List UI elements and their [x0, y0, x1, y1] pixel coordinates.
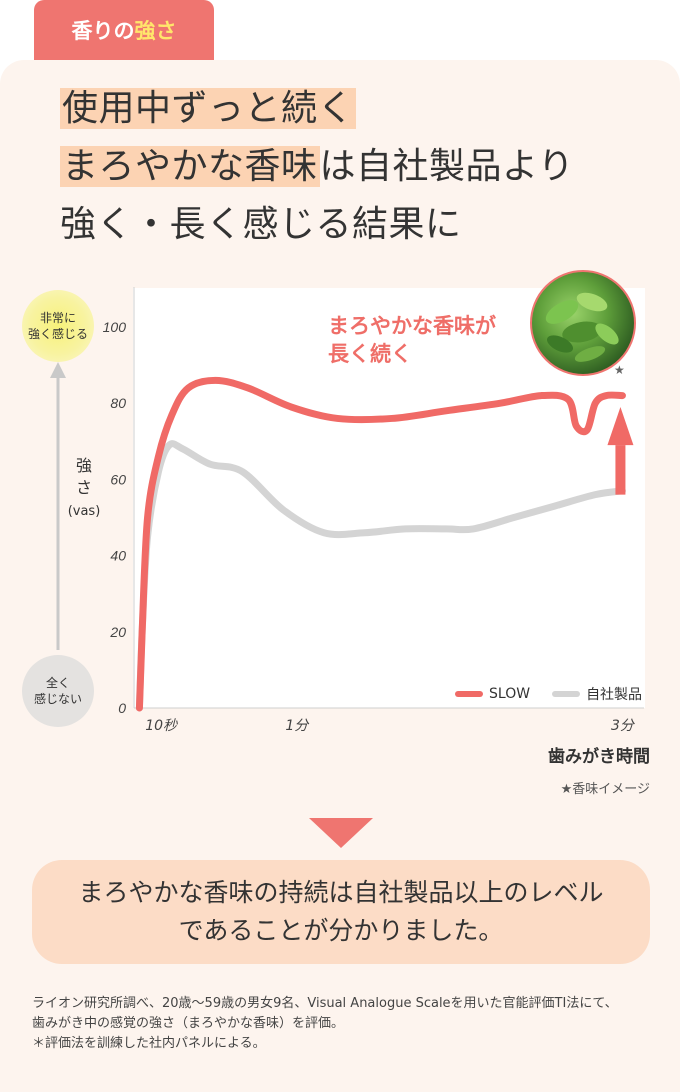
x-tick-label: 3分: [611, 718, 636, 734]
series-line-slow: [135, 376, 626, 712]
y-tick-label: 60: [110, 471, 126, 487]
herb-leaves-illustration: [545, 292, 619, 362]
legend-swatch-own: [552, 691, 581, 697]
y-top-label-line-2: 強く感じる: [27, 327, 88, 341]
y-bottom-label-line-2: 感じない: [33, 692, 82, 706]
y-bottom-label-line-1: 全く: [45, 676, 70, 690]
photo-star-mark: ★: [614, 363, 625, 377]
up-arrow-shaft: [615, 445, 626, 495]
up-arrow-head: [607, 407, 634, 446]
legend-swatch-slow: [455, 691, 483, 697]
legend-label-own: 自社製品: [586, 687, 643, 703]
annotation-line-1: まろやかな香味が: [328, 314, 496, 338]
footnote-1: ライオン研究所調べ、20歳〜59歳の男女9名、Visual Analogue S…: [32, 996, 618, 1011]
series-line-own: [135, 440, 626, 712]
y-tick-label: 40: [110, 548, 126, 564]
tab-label-main: 香りの: [71, 19, 135, 43]
x-axis-title: 歯みがき時間: [548, 747, 650, 767]
x-tick-label: 10秒: [145, 718, 178, 734]
headline-highlight-1: 使用中ずっと続く: [60, 88, 357, 129]
y-title-unit: (vas): [67, 504, 101, 519]
chart-annotation: まろやかな香味が 長く続く: [328, 312, 496, 368]
footnote-3: ＊評価法を訓練した社内パネルによる。: [32, 1036, 266, 1051]
y-title-1: 強: [75, 456, 92, 475]
annotation-line-2: 長く続く: [328, 342, 412, 366]
y-tick-label: 20: [109, 624, 126, 640]
x-axis-note: ★香味イメージ: [560, 782, 650, 797]
headline-line-2: まろやかな香味は自社製品より: [60, 138, 660, 196]
y-axis-bottom-label: 全く 感じない: [22, 655, 94, 727]
y-axis-title: 強 さ (vas): [64, 455, 104, 523]
footnote-2: 歯みがき中の感覚の強さ（まろやかな香味）を評価。: [32, 1016, 345, 1031]
down-arrow-icon: [309, 818, 373, 848]
herb-photo: [530, 270, 636, 376]
legend-label-slow: SLOW: [489, 686, 531, 702]
line-chart: 0 20 40 60 80 100 10秒 1分 3分: [103, 287, 644, 734]
headline-line-1: 使用中ずっと続く: [60, 80, 660, 138]
headline-highlight-2: まろやかな香味: [60, 146, 320, 187]
conclusion-line-2: であることが分かりました。: [178, 916, 504, 945]
conclusion-box: まろやかな香味の持続は自社製品以上のレベル であることが分かりました。: [32, 860, 650, 964]
conclusion-line-1: まろやかな香味の持続は自社製品以上のレベル: [78, 878, 604, 907]
y-tick-label: 100: [103, 319, 127, 335]
y-axis-top-label: 非常に 強く感じる: [22, 290, 94, 362]
y-tick-label: 0: [118, 700, 126, 716]
section-tab: 香りの 強さ: [34, 0, 214, 60]
y-top-label-line-1: 非常に: [39, 311, 76, 325]
headline: 使用中ずっと続く まろやかな香味は自社製品より 強く・長く感じる結果に: [60, 80, 660, 254]
headline-line-3: 強く・長く感じる結果に: [60, 204, 462, 245]
headline-line-2-rest: は自社製品より: [319, 146, 575, 187]
tab-label-highlight: 強さ: [134, 19, 177, 43]
chart-legend: SLOW 自社製品: [455, 684, 642, 704]
y-title-2: さ: [75, 478, 92, 497]
y-tick-label: 80: [110, 395, 126, 411]
footnotes: ライオン研究所調べ、20歳〜59歳の男女9名、Visual Analogue S…: [32, 994, 662, 1054]
x-tick-label: 1分: [285, 718, 310, 734]
